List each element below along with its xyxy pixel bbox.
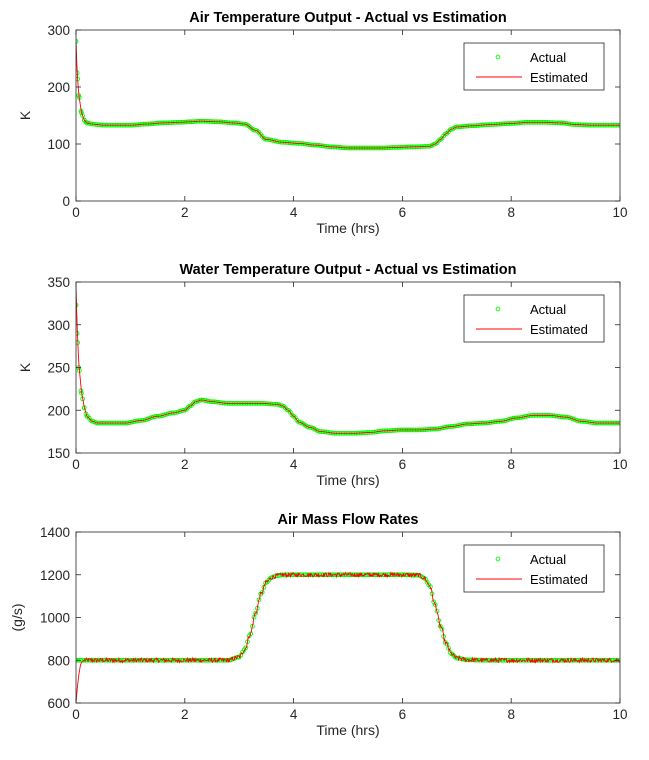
- legend-actual-marker: [495, 556, 501, 562]
- x-tick-label: 4: [290, 205, 298, 220]
- legend-actual-marker: [495, 54, 501, 60]
- x-axis-label: Time (hrs): [316, 220, 379, 236]
- legend-actual-label: Actual: [530, 302, 566, 317]
- actual-point: [433, 602, 438, 608]
- x-tick-label: 8: [507, 707, 515, 722]
- x-tick-label: 4: [290, 707, 298, 722]
- data-layer: [76, 39, 620, 151]
- actual-point: [464, 657, 470, 663]
- x-tick-label: 2: [181, 707, 189, 722]
- legend-box: [463, 294, 605, 343]
- y-tick-label: 250: [47, 361, 70, 376]
- actual-point: [76, 39, 79, 44]
- actual-point: [243, 645, 249, 651]
- actual-point: [248, 631, 254, 637]
- x-tick-label: 4: [290, 457, 298, 472]
- x-tick-label: 8: [507, 205, 515, 220]
- actual-point: [401, 572, 407, 578]
- x-tick-label: 8: [507, 457, 515, 472]
- chart-panel-2: 0 2 4 6 8 10 150 200 250 300 350 Water Temperature …: [17, 262, 628, 488]
- y-tick-label: 1200: [40, 568, 70, 583]
- series-estimated-line: [76, 40, 620, 149]
- y-tick-label: 1400: [40, 525, 70, 540]
- actual-point: [81, 657, 87, 663]
- actual-point: [81, 117, 87, 123]
- actual-point: [134, 657, 140, 663]
- x-tick-label: 6: [399, 457, 407, 472]
- legend: Actual Estimated: [463, 42, 605, 91]
- actual-point: [274, 573, 280, 578]
- legend-estimated-label: Estimated: [530, 70, 588, 85]
- x-tick-label: 0: [72, 707, 80, 722]
- actual-point: [362, 572, 367, 578]
- legend: Actual Estimated: [463, 294, 605, 343]
- y-tick-label: 800: [47, 653, 70, 668]
- actual-point: [439, 626, 445, 632]
- y-axis-label: K: [17, 362, 33, 372]
- y-tick-label: 300: [47, 23, 70, 38]
- y-tick-label: 350: [47, 275, 70, 290]
- axes-box: [75, 29, 621, 202]
- y-tick-label: 200: [47, 80, 70, 95]
- actual-point: [256, 597, 262, 603]
- y-tick-label: 150: [47, 446, 70, 461]
- legend-estimated-label: Estimated: [530, 572, 588, 587]
- legend-actual-label: Actual: [530, 552, 566, 567]
- x-tick-label: 2: [181, 457, 189, 472]
- x-tick-label: 0: [72, 457, 80, 472]
- actual-point: [253, 610, 259, 616]
- data-layer: [76, 286, 620, 436]
- actual-point: [494, 657, 499, 663]
- actual-point: [251, 614, 257, 620]
- data-layer: [76, 571, 620, 704]
- x-tick-label: 10: [612, 707, 627, 722]
- y-tick-label: 0: [62, 194, 70, 209]
- y-tick-label: 200: [47, 403, 70, 418]
- y-axis-label: K: [17, 110, 33, 120]
- actual-point: [76, 302, 79, 308]
- y-tick-label: 100: [47, 137, 70, 152]
- chart-title: Air Mass Flow Rates: [277, 512, 418, 528]
- chart-title: Air Temperature Output - Actual vs Estim…: [189, 10, 506, 26]
- x-tick-label: 0: [72, 205, 80, 220]
- x-tick-label: 10: [612, 205, 627, 220]
- legend-estimated-label: Estimated: [530, 322, 588, 337]
- actual-point: [550, 657, 555, 663]
- x-tick-label: 2: [181, 205, 189, 220]
- x-tick-label: 6: [399, 205, 407, 220]
- y-tick-label: 1000: [40, 611, 70, 626]
- actual-point: [84, 413, 90, 419]
- legend-box: [463, 544, 605, 593]
- y-tick-label: 300: [47, 318, 70, 333]
- legend-box: [463, 42, 605, 91]
- legend: Actual Estimated: [463, 544, 605, 593]
- series-estimated-line: [76, 286, 620, 434]
- legend-actual-marker: [495, 306, 501, 312]
- x-tick-label: 10: [612, 457, 627, 472]
- x-axis-label: Time (hrs): [316, 722, 379, 738]
- x-axis-label: Time (hrs): [316, 472, 379, 488]
- chart-panel-3: 0 2 4 6 8 10 600 800 1000 1200 1400 Air Mass Flow R…: [9, 512, 628, 738]
- x-tick-label: 6: [399, 707, 407, 722]
- y-tick-label: 600: [47, 696, 70, 711]
- series-estimated-line: [76, 571, 620, 704]
- chart-title: Water Temperature Output - Actual vs Est…: [179, 262, 516, 278]
- y-axis-label: (g/s): [9, 604, 25, 632]
- actual-point: [80, 113, 85, 118]
- legend-actual-label: Actual: [530, 50, 566, 65]
